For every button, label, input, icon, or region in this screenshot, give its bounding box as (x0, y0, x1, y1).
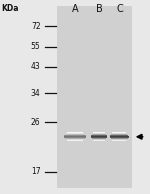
Bar (66, 134, 84, 135)
Bar (112, 132, 126, 133)
Bar (91, 137, 107, 138)
Text: 34: 34 (31, 89, 40, 98)
Bar (112, 139, 127, 140)
Text: C: C (117, 4, 123, 14)
Text: 72: 72 (31, 22, 40, 31)
Bar (65, 138, 85, 139)
Text: A: A (72, 4, 78, 14)
Bar (110, 136, 129, 137)
Bar (93, 139, 105, 140)
Bar (93, 133, 105, 134)
Text: 26: 26 (31, 118, 40, 127)
Bar (64, 135, 86, 136)
Bar (92, 138, 106, 139)
Bar (64, 137, 86, 138)
Bar (57, 6, 132, 188)
Bar (111, 138, 128, 139)
Bar (66, 133, 84, 134)
Text: 17: 17 (31, 167, 40, 176)
Bar (112, 133, 127, 134)
Text: KDa: KDa (2, 4, 19, 13)
Bar (91, 135, 107, 136)
Bar (110, 135, 128, 136)
Bar (112, 140, 126, 141)
Bar (91, 136, 107, 137)
Bar (93, 132, 105, 133)
Bar (111, 134, 128, 135)
Text: 55: 55 (31, 42, 40, 51)
Bar (110, 137, 129, 138)
Bar (67, 132, 83, 133)
Text: B: B (96, 4, 102, 14)
Text: 43: 43 (31, 62, 40, 71)
Bar (64, 136, 86, 137)
Bar (67, 140, 83, 141)
Bar (93, 140, 105, 141)
Bar (92, 134, 106, 135)
Bar (66, 139, 84, 140)
